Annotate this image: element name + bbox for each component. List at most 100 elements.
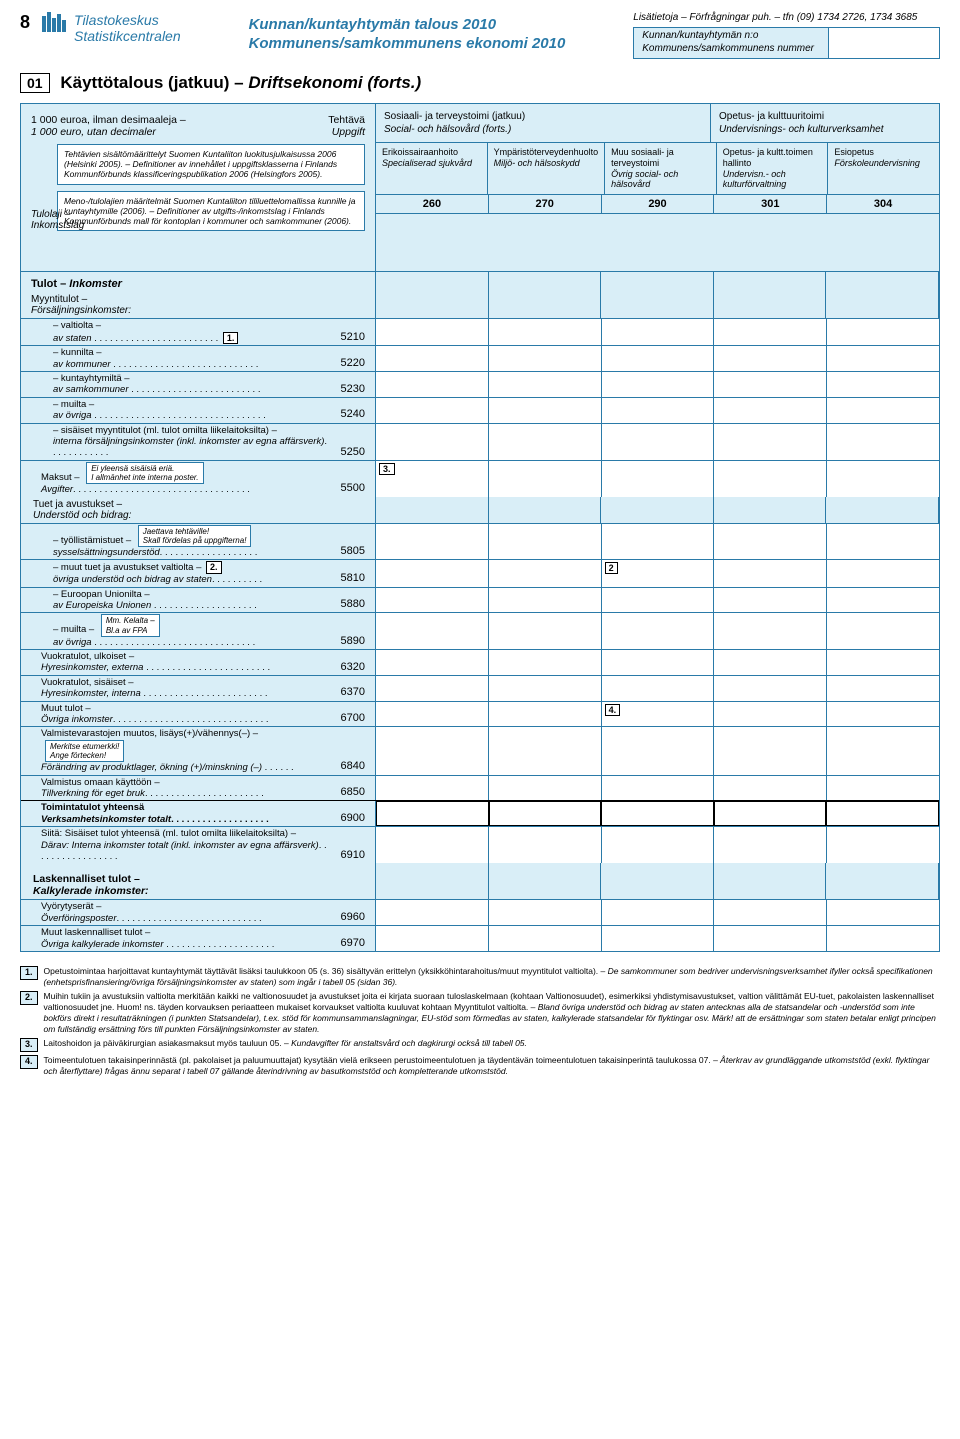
table-row: Valmistevarastojen muutos, lisäys(+)/väh… — [21, 726, 939, 774]
row-code: 6700 — [331, 712, 371, 725]
task-label-sv: Uppgift — [332, 126, 365, 138]
desc-box-2: Meno-/tulolajien määritelmät Suomen Kunt… — [57, 191, 365, 232]
note-5500: Ei yleensä sisäisiä eriä.I allmänhet int… — [86, 462, 203, 484]
contact-info: Lisätietoja – Förfrågningar puh. – tfn (… — [633, 12, 940, 23]
subhead-myynti-fi: Myyntitulot – — [31, 294, 87, 305]
colnum-1: 270 — [489, 195, 602, 213]
table-row: Vuokratulot, sisäiset –Hyresinkomster, i… — [21, 675, 939, 701]
note-5890: Mm. Kelalta –Bl.a av FPA — [101, 614, 160, 636]
col3-sv: Undervisn.- och kulturförvaltning — [723, 169, 787, 190]
colnum-4: 304 — [827, 195, 939, 213]
subhead-lask-fi: Laskennalliset tulot – — [33, 873, 140, 885]
subhead-tuet-sv: Understöd och bidrag: — [33, 510, 131, 521]
colnum-2: 290 — [602, 195, 715, 213]
section-title-fi: Käyttötalous (jatkuu) – — [60, 73, 243, 92]
row-code: 5210 — [331, 331, 371, 344]
table-row: – sisäiset myyntitulot (ml. tulot omilta… — [21, 423, 939, 460]
row-code: 5805 — [331, 545, 371, 558]
id-box-label-sv: Kommunens/samkommunens nummer — [642, 43, 814, 56]
col1-sv: Miljö- och hälsoskydd — [494, 158, 580, 168]
main-table: 1 000 euroa, ilman desimaaleja – 1 000 e… — [20, 103, 940, 272]
footnotes: 1.Opetustoimintaa harjoittavat kuntayhty… — [20, 966, 940, 1077]
row-code: 5810 — [331, 572, 371, 585]
task-label-fi: Tehtävä — [328, 114, 365, 126]
id-box: Kunnan/kuntayhtymän n:o Kommunens/samkom… — [633, 27, 940, 59]
section-title-sv: Driftsekonomi (forts.) — [248, 73, 421, 92]
col2-sv: Övrig social- och hälsovård — [611, 169, 678, 190]
table-row: – kuntayhtymiltä –av samkommuner . . . .… — [21, 371, 939, 397]
row-code: 6960 — [331, 911, 371, 924]
table-row: Vuokratulot, ulkoiset –Hyresinkomster, e… — [21, 649, 939, 675]
id-box-label-fi: Kunnan/kuntayhtymän n:o — [642, 30, 814, 43]
row-type-label: Tulolaji – Inkomstslag — [21, 207, 81, 237]
ref-1: 1. — [223, 332, 239, 345]
table-row: Valmistus omaan käyttöön –Tillverkning f… — [21, 775, 939, 801]
row-code: 6320 — [331, 661, 371, 674]
section-number: 01 — [20, 73, 50, 93]
colnum-3: 301 — [714, 195, 827, 213]
table-row: – työllistämistuet – Jaettava tehtäville… — [21, 523, 939, 560]
subhead-myynti-sv: Försäljningsinkomster: — [31, 305, 131, 316]
row-code: 5500 — [331, 482, 371, 495]
row-code: 5890 — [331, 635, 371, 648]
table-row: – Euroopan Unionilta –av Europeiska Unio… — [21, 587, 939, 613]
ref-4: 4. — [605, 704, 621, 716]
row-code: 6840 — [331, 760, 371, 773]
unit-note-sv: 1 000 euro, utan decimaler — [31, 126, 156, 138]
col4-sv: Förskoleundervisning — [834, 158, 920, 168]
doc-title-sv: Kommunens/samkommunens ekonomi 2010 — [249, 35, 566, 54]
row-code: 6970 — [331, 937, 371, 950]
col4-fi: Esiopetus — [834, 147, 874, 157]
row-code: 5230 — [331, 383, 371, 396]
table-row: Siitä: Sisäiset tulot yhteensä (ml. tulo… — [21, 826, 939, 863]
row-code: 5250 — [331, 446, 371, 459]
group2-fi: Opetus- ja kulttuuritoimi — [719, 111, 824, 122]
footnote-num: 2. — [20, 991, 38, 1005]
table-row: – muilta –av övriga . . . . . . . . . . … — [21, 397, 939, 423]
colnum-0: 260 — [376, 195, 489, 213]
org-name-fi: Tilastokeskus — [74, 12, 181, 28]
group1-fi: Sosiaali- ja terveystoimi (jatkuu) — [384, 111, 525, 122]
subhead-tuet-fi: Tuet ja avustukset – — [33, 499, 122, 510]
table-row: Maksut – Ei yleensä sisäisiä eriä.I allm… — [21, 460, 939, 497]
column-headers: Sosiaali- ja terveystoimi (jatkuu) Socia… — [376, 104, 939, 214]
subhead-tulot-fi: Tulot – — [31, 278, 66, 290]
unit-note-fi: 1 000 euroa, ilman desimaaleja – — [31, 114, 186, 126]
org-name: Tilastokeskus Statistikcentralen — [74, 12, 181, 44]
note-6840: Merkitse etumerkki!Ange förtecken! — [45, 740, 124, 762]
table-row: Muut laskennalliset tulot –Övriga kalkyl… — [21, 925, 939, 951]
col3-fi: Opetus- ja kultt.toimen hallinto — [723, 147, 813, 168]
id-box-value[interactable] — [829, 28, 939, 58]
row-code: 5240 — [331, 408, 371, 421]
page-number: 8 — [20, 12, 30, 33]
col1-fi: Ympäristöterveydenhuolto — [494, 147, 599, 157]
row-code: 6900 — [331, 812, 371, 825]
table-row: – muilta – Mm. Kelalta –Bl.a av FPAav öv… — [21, 612, 939, 649]
col0-fi: Erikoissairaanhoito — [382, 147, 458, 157]
stat-logo-icon — [42, 12, 66, 36]
doc-title-fi: Kunnan/kuntayhtymän talous 2010 — [249, 16, 566, 35]
table-row-total: Toimintatulot yhteensäVerksamhetsinkomst… — [21, 800, 939, 826]
ref-2-cell: 2 — [605, 562, 618, 574]
row-code: 6850 — [331, 786, 371, 799]
group2-sv: Undervisnings- och kulturverksamhet — [719, 124, 884, 135]
row-code: 5220 — [331, 357, 371, 370]
table-row: Vyörytyserät –Överföringsposter. . . . .… — [21, 899, 939, 925]
footnote-num: 1. — [20, 966, 38, 980]
row-code: 6910 — [331, 849, 371, 862]
table-row: – kunnilta –av kommuner . . . . . . . . … — [21, 345, 939, 371]
row-code: 5880 — [331, 598, 371, 611]
doc-title: Kunnan/kuntayhtymän talous 2010 Kommunen… — [249, 12, 566, 54]
table-row: Muut tulot –Övriga inkomster. . . . . . … — [21, 701, 939, 727]
org-name-sv: Statistikcentralen — [74, 28, 181, 44]
row-code: 6370 — [331, 686, 371, 699]
section-heading: 01 Käyttötalous (jatkuu) – Driftsekonomi… — [20, 73, 940, 93]
subhead-lask-sv: Kalkylerade inkomster: — [33, 885, 149, 897]
ref-2: 2. — [206, 561, 222, 574]
table-row: – muut tuet ja avustukset valtiolta – 2.… — [21, 559, 939, 586]
group1-sv: Social- och hälsovård (forts.) — [384, 124, 511, 135]
table-body: Tulot – Inkomster Myyntitulot –Försäljni… — [20, 272, 940, 952]
desc-box-1: Tehtävien sisältömäärittelyt Suomen Kunt… — [57, 144, 365, 185]
col0-sv: Specialiserad sjukvård — [382, 158, 472, 168]
footnote-num: 4. — [20, 1055, 38, 1069]
